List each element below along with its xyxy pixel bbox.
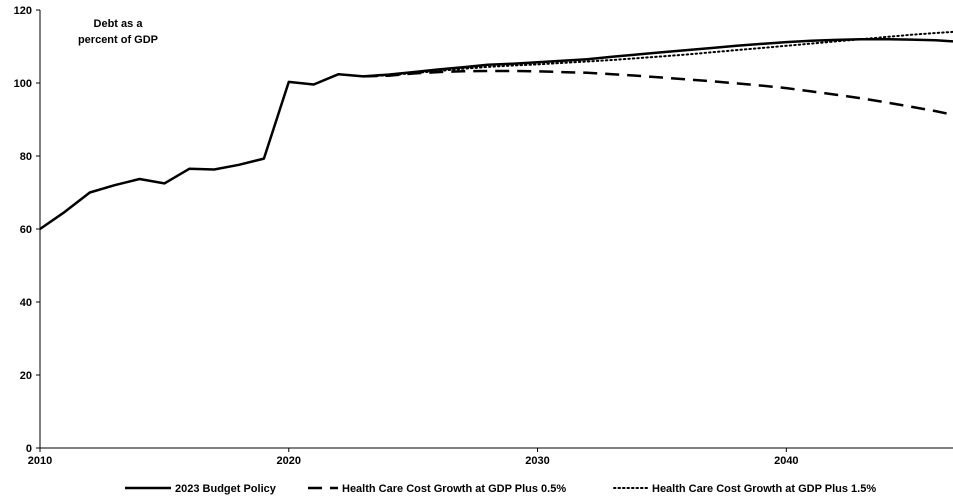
x-tick-label: 2030 — [525, 455, 549, 467]
annotation-group: Debt as a percent of GDP — [78, 18, 158, 46]
legend-label: Health Care Cost Growth at GDP Plus 1.5% — [652, 483, 876, 495]
annotation-line-2: percent of GDP — [78, 34, 158, 46]
y-tick-label: 40 — [20, 297, 32, 309]
series-group — [39, 30, 953, 231]
y-tick-label: 60 — [20, 224, 32, 236]
x-tick-label: 2010 — [28, 455, 52, 467]
y-tick-label: 100 — [14, 78, 32, 90]
series-line-dashed — [363, 69, 953, 117]
y-tick-label: 120 — [14, 5, 32, 17]
y-tick-label: 80 — [20, 151, 32, 163]
annotation-line-1: Debt as a — [94, 18, 144, 30]
series-line-solid — [39, 37, 953, 231]
x-tick-label: 2020 — [277, 455, 301, 467]
legend-label: Health Care Cost Growth at GDP Plus 0.5% — [342, 483, 566, 495]
x-tick-label: 2040 — [774, 455, 798, 467]
legend: 2023 Budget Policy Health Care Cost Growt… — [125, 483, 876, 495]
y-tick-label: 0 — [26, 443, 32, 455]
y-tick-label: 20 — [20, 370, 32, 382]
legend-label: 2023 Budget Policy — [175, 483, 277, 495]
